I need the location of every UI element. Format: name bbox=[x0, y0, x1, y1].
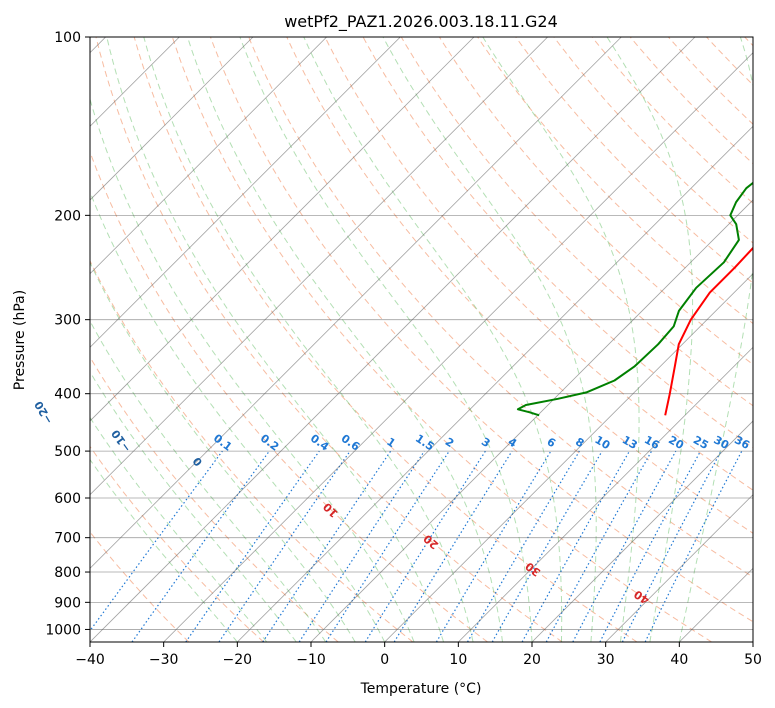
moist-adiabat-line bbox=[678, 37, 753, 642]
isotherm-line bbox=[163, 52, 753, 642]
y-tick-label: 200 bbox=[54, 208, 81, 224]
x-tick-label: 50 bbox=[744, 652, 762, 668]
dry-adiabat-line bbox=[210, 37, 753, 623]
mixing-ratio-line bbox=[545, 450, 653, 642]
mixing-ratio-line bbox=[521, 450, 631, 642]
mixing-ratio-label: 25 bbox=[691, 433, 711, 452]
x-tick-label: 10 bbox=[449, 652, 467, 668]
mixing-ratio-line bbox=[90, 450, 223, 632]
moist-adiabat-line bbox=[90, 458, 238, 642]
moist-adiabat-line bbox=[106, 37, 445, 642]
moist-adiabat-line bbox=[606, 37, 694, 642]
dry-adiabat-line bbox=[95, 37, 563, 642]
dry-adiabat-line bbox=[90, 259, 414, 642]
mixing-ratio-line bbox=[185, 450, 320, 642]
dry-adiabat-line bbox=[591, 37, 753, 204]
moist-adiabat-line bbox=[90, 370, 297, 642]
x-tick-label: −10 bbox=[296, 652, 326, 668]
y-tick-label: 300 bbox=[54, 313, 81, 329]
mixing-ratio-line bbox=[298, 450, 425, 642]
series-layer bbox=[516, 181, 753, 417]
axis-layer: −40 −30 −20 −10 0 10 20 30 40 50 1000 900 800 700 600 5… bbox=[45, 30, 762, 668]
temperature-profile-line bbox=[664, 246, 753, 416]
isotherm-line bbox=[458, 346, 753, 642]
y-tick-label: 800 bbox=[54, 565, 81, 581]
isotherm-line bbox=[90, 37, 696, 642]
moist-adiabat-line bbox=[90, 261, 356, 642]
isotherm-line bbox=[90, 37, 548, 496]
y-tick-label: 500 bbox=[54, 444, 81, 460]
isotherm-line bbox=[752, 641, 753, 642]
y-tick-label: 400 bbox=[54, 387, 81, 403]
isotherm-line bbox=[90, 37, 327, 275]
y-tick-label: 900 bbox=[54, 595, 81, 611]
x-tick-label: 0 bbox=[380, 652, 389, 668]
isotherm-line bbox=[237, 125, 753, 642]
dry-adiabat-line bbox=[133, 37, 638, 642]
mixing-ratio-line bbox=[393, 450, 513, 642]
y-tick-label: 700 bbox=[54, 531, 81, 547]
moist-adiabat-line bbox=[482, 37, 640, 642]
mixing-ratio-line bbox=[218, 450, 351, 642]
isotherm-line bbox=[90, 37, 254, 201]
isotherm-line bbox=[310, 199, 753, 642]
y-tick-label: 100 bbox=[54, 30, 81, 46]
moist-adiabat-line bbox=[239, 37, 533, 642]
x-tick-label: 20 bbox=[523, 652, 541, 668]
grid-layer bbox=[90, 37, 753, 642]
mixing-ratio-line bbox=[262, 450, 392, 642]
dry-adiabat-line bbox=[477, 37, 753, 325]
dry-adiabat-line bbox=[400, 37, 753, 407]
chart-title: wetPf2_PAZ1.2026.003.18.11.G24 bbox=[284, 12, 558, 32]
x-tick-label: −40 bbox=[75, 652, 105, 668]
dry-adiabat-line bbox=[171, 37, 712, 642]
dry-adiabat-line bbox=[324, 37, 753, 491]
dewpoint-profile-line bbox=[516, 181, 753, 417]
mixing-ratio-line bbox=[325, 450, 450, 642]
moist-adiabat-line bbox=[382, 37, 597, 642]
dry-adiabat-line bbox=[629, 37, 753, 165]
isotherm-line bbox=[531, 420, 753, 642]
mixing-ratio-label: 36 bbox=[732, 433, 752, 452]
moist-adiabat-line bbox=[187, 37, 503, 642]
mixing-ratio-line bbox=[644, 450, 743, 642]
x-axis-label: Temperature (°C) bbox=[360, 681, 482, 697]
moist-adiabat-line bbox=[303, 37, 563, 642]
plot-background bbox=[90, 37, 753, 642]
moist-adiabat-line bbox=[143, 37, 474, 642]
moist-adiabat-line bbox=[90, 320, 327, 642]
y-axis-label: Pressure (hPa) bbox=[12, 290, 28, 390]
isotherm-line bbox=[605, 494, 753, 642]
x-tick-label: −20 bbox=[223, 652, 253, 668]
dry-adiabat-line bbox=[515, 37, 753, 284]
plot-frame bbox=[89, 36, 754, 643]
y-tick-label: 600 bbox=[54, 491, 81, 507]
moist-adiabat-line bbox=[90, 190, 386, 642]
moist-adiabat-line bbox=[90, 416, 268, 642]
dry-adiabat-line bbox=[90, 445, 264, 642]
dry-adiabat-line bbox=[248, 37, 753, 578]
mixing-ratio-line bbox=[572, 450, 677, 642]
mixing-ratio-line bbox=[131, 450, 270, 642]
x-tick-label: 40 bbox=[670, 652, 688, 668]
isotherm-line bbox=[90, 37, 475, 422]
x-tick-label: −30 bbox=[149, 652, 179, 668]
isotherm-line bbox=[90, 37, 622, 569]
isotherm-line bbox=[90, 37, 401, 348]
y-tick-label: 1000 bbox=[45, 622, 81, 638]
dry-adiabat-label: −20 bbox=[32, 398, 56, 426]
isotherm-line bbox=[384, 273, 753, 642]
x-tick-label: 30 bbox=[597, 652, 615, 668]
